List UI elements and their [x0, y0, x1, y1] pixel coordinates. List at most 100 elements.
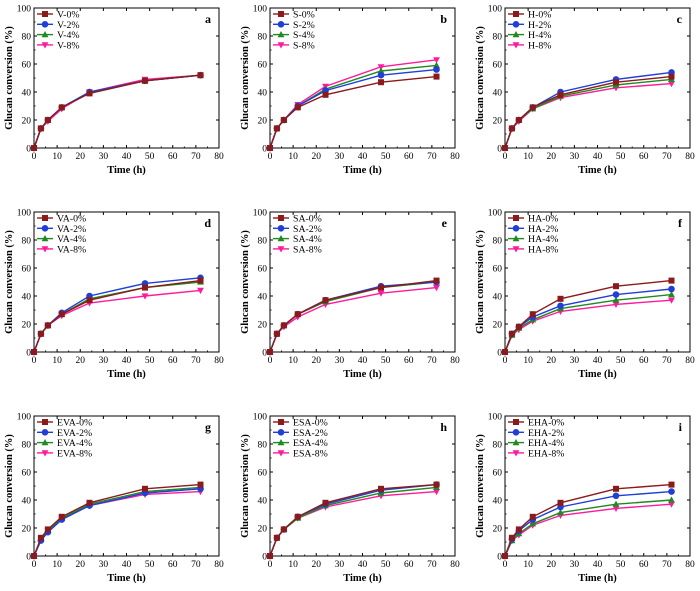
y-tick-label: 100: [253, 4, 268, 14]
x-tick-label: 70: [191, 152, 201, 162]
legend-label: H-0%: [528, 10, 551, 21]
panel-letter: c: [677, 12, 683, 26]
legend-label: HA-4%: [528, 234, 558, 245]
y-tick-label: 80: [22, 236, 32, 246]
x-tick-label: 10: [52, 152, 62, 162]
legend-marker: [513, 215, 519, 221]
legend-marker: [41, 439, 49, 446]
legend-marker: [512, 235, 520, 242]
panel-letter: b: [440, 12, 447, 26]
x-tick-label: 50: [381, 560, 391, 570]
data-point: [515, 117, 522, 123]
x-tick-label: 80: [685, 560, 695, 570]
data-point: [58, 104, 65, 111]
series-line: [504, 503, 672, 557]
data-point: [529, 104, 536, 111]
panel-letter: e: [442, 216, 448, 230]
y-tick-label: 20: [22, 320, 32, 330]
data-point: [267, 145, 273, 151]
series-4pct: [266, 61, 440, 151]
data-point: [557, 302, 564, 310]
data-point: [322, 297, 329, 304]
y-tick-label: 80: [258, 32, 268, 42]
legend-marker: [277, 439, 285, 446]
panel-letter: a: [205, 12, 211, 26]
data-point: [612, 301, 620, 308]
legend-label: SA-0%: [293, 214, 322, 225]
data-point: [142, 485, 148, 492]
x-tick-label: 80: [450, 560, 460, 570]
x-tick-label: 10: [523, 560, 533, 570]
series-line: [33, 289, 201, 353]
x-axis-label: Time (h): [343, 369, 382, 380]
data-point: [557, 499, 564, 506]
series-2pct: [501, 488, 675, 560]
y-tick-label: 20: [493, 524, 503, 534]
legend: HA-0%HA-2%HA-4%HA-8%: [508, 214, 558, 255]
y-tick-label: 100: [17, 4, 32, 14]
x-tick-label: 60: [404, 356, 414, 366]
data-point: [612, 500, 620, 507]
y-tick-label: 60: [22, 264, 32, 274]
data-point: [529, 513, 536, 520]
legend-marker: [512, 21, 520, 28]
y-tick-label: 0: [26, 552, 31, 562]
y-axis-label: Glucan conversion (%): [475, 230, 486, 334]
x-tick-label: 70: [427, 560, 437, 570]
legend-label: EHA-4%: [528, 438, 564, 449]
data-point: [515, 323, 522, 330]
x-tick-label: 70: [191, 356, 201, 366]
legend: EHA-0%EHA-2%EHA-4%EHA-8%: [508, 418, 564, 459]
y-tick-label: 60: [22, 468, 32, 478]
x-tick-label: 40: [122, 152, 132, 162]
y-axis-label: Glucan conversion (%): [4, 26, 15, 130]
legend-marker: [41, 246, 49, 253]
legend-marker: [41, 21, 49, 28]
legend-marker: [41, 429, 49, 436]
x-tick-label: 40: [358, 152, 368, 162]
legend-label: EHA-8%: [528, 448, 564, 459]
x-tick-label: 20: [76, 356, 86, 366]
data-point: [377, 290, 385, 297]
legend: EVA-0%EVA-2%EVA-4%EVA-8%: [37, 418, 92, 459]
legend-marker: [277, 429, 285, 436]
panel-d: 0 10 20 30 40 50 60 70 80 0 20 40 60 80 100 Time (h) Glu…: [4, 208, 224, 380]
x-tick-label: 40: [593, 152, 603, 162]
series-0pct: [502, 277, 675, 355]
x-tick-label: 50: [145, 152, 155, 162]
y-tick-label: 80: [258, 440, 268, 450]
data-point: [557, 295, 564, 302]
x-tick-label: 70: [662, 560, 672, 570]
legend-marker: [512, 225, 520, 232]
x-axis-label: Time (h): [578, 573, 617, 584]
x-axis-label: Time (h): [107, 165, 146, 176]
series-8pct: [266, 285, 440, 356]
data-point: [612, 492, 620, 500]
series-4pct: [30, 71, 204, 151]
data-point: [31, 349, 37, 355]
y-tick-label: 100: [17, 412, 32, 422]
y-axis-label: Glucan conversion (%): [240, 434, 251, 538]
x-tick-label: 30: [99, 560, 109, 570]
y-axis-label: Glucan conversion (%): [475, 434, 486, 538]
x-tick-label: 10: [288, 152, 298, 162]
y-tick-label: 20: [22, 524, 32, 534]
data-point: [529, 311, 536, 318]
data-point: [433, 277, 440, 284]
x-tick-label: 30: [570, 356, 580, 366]
panel-h: 0 10 20 30 40 50 60 70 80 0 20 40 60 80 100 Time (h) Glu…: [240, 412, 460, 584]
legend-marker: [277, 246, 285, 253]
x-tick-label: 70: [427, 356, 437, 366]
y-tick-label: 0: [497, 348, 502, 358]
x-tick-label: 40: [593, 560, 603, 570]
y-tick-label: 40: [258, 292, 268, 302]
x-tick-label: 20: [76, 152, 86, 162]
y-tick-label: 80: [22, 32, 32, 42]
y-tick-label: 100: [488, 4, 503, 14]
legend: H-0%H-2%H-4%H-8%: [508, 10, 551, 51]
y-tick-label: 0: [262, 144, 267, 154]
legend-marker: [42, 215, 48, 221]
x-tick-label: 70: [662, 152, 672, 162]
x-tick-label: 10: [52, 560, 62, 570]
legend-label: VA-2%: [57, 224, 86, 235]
